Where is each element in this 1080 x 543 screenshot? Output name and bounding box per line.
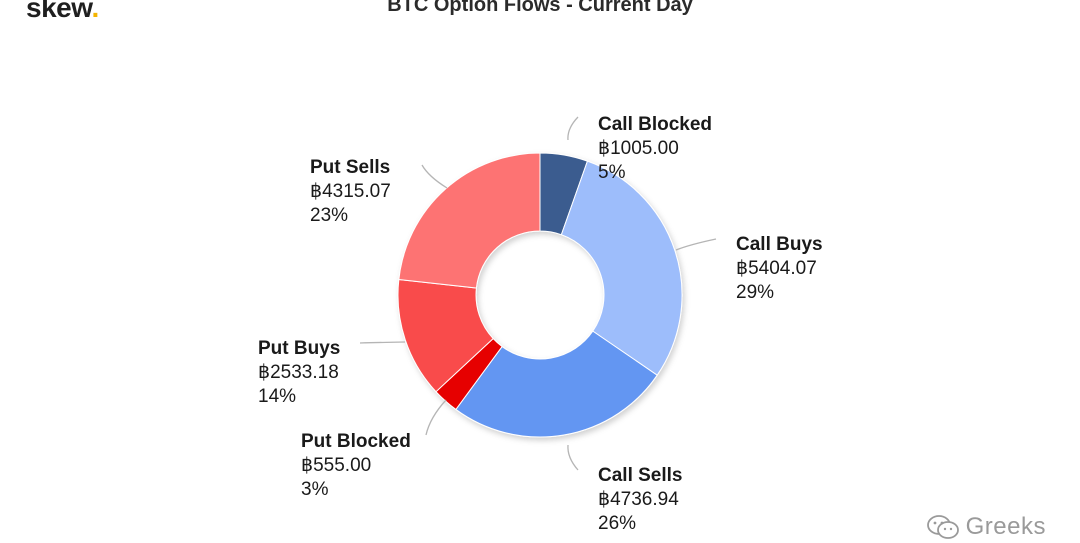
brand-text: skew — [26, 0, 92, 23]
slice-label-percent: 14% — [258, 386, 296, 407]
leader-line — [421, 164, 448, 189]
slice-label-name: Put Sells — [310, 157, 390, 178]
brand-dot: . — [91, 0, 99, 23]
slice-label-percent: 26% — [598, 513, 636, 534]
leader-line — [567, 116, 579, 141]
skew-logo: skew. — [26, 0, 99, 24]
leader-lines — [359, 116, 717, 471]
slice-label-name: Call Sells — [598, 465, 683, 486]
slice-label-percent: 5% — [598, 162, 626, 183]
slice-label-value: ฿1005.00 — [598, 138, 679, 159]
slice-label-name: Put Blocked — [301, 431, 411, 452]
slice-label-value: ฿2533.18 — [258, 362, 339, 383]
slice-label-value: ฿555.00 — [301, 455, 371, 476]
chart-title: BTC Option Flows - Current Day — [387, 0, 693, 16]
slice-label-value: ฿4736.94 — [598, 489, 679, 510]
leader-line — [359, 341, 406, 344]
slice-label-percent: 29% — [736, 282, 774, 303]
leader-line — [567, 444, 579, 471]
slice-label-percent: 3% — [301, 479, 329, 500]
slice-labels: Call Blocked ฿1005.00 5% Call Buys ฿5404.07 2… — [258, 114, 823, 534]
wechat-icon — [926, 515, 959, 539]
slice-label-name: Call Blocked — [598, 114, 712, 135]
slice-label-value: ฿4315.07 — [310, 181, 391, 202]
slice-put-sells[interactable] — [398, 152, 541, 289]
slice-label-name: Call Buys — [736, 234, 823, 255]
leader-line — [425, 399, 447, 436]
slices-group — [397, 152, 683, 438]
slice-call-buys[interactable] — [560, 160, 683, 376]
slice-label-name: Put Buys — [258, 338, 340, 359]
watermark: Greeks — [926, 513, 1046, 541]
slice-call-sells[interactable] — [455, 330, 658, 438]
leader-line — [675, 238, 717, 251]
slice-label-percent: 23% — [310, 205, 348, 226]
slice-label-value: ฿5404.07 — [736, 258, 817, 279]
watermark-text: Greeks — [965, 513, 1046, 540]
